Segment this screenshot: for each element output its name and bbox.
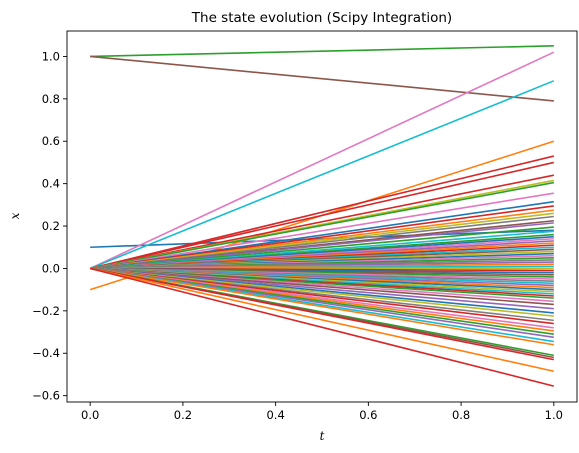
x-tick-label: 0.2 [174, 408, 192, 422]
y-axis-label: x [8, 212, 22, 219]
plot-frame [66, 30, 578, 403]
y-tick-label: 1.0 [42, 49, 60, 63]
x-axis-label: t [320, 429, 325, 443]
x-tick-label: 1.0 [545, 408, 563, 422]
series-line-2 [90, 45, 554, 58]
series-line-68 [90, 267, 554, 373]
series-line-11 [90, 192, 554, 270]
series-line-67 [90, 267, 554, 361]
series-line-10 [90, 181, 554, 270]
y-tick-label: 0.2 [42, 219, 60, 233]
x-tick-label: 0.4 [266, 408, 284, 422]
y-tick-label: 0.0 [42, 261, 60, 275]
x-tick-label: 0.6 [359, 408, 377, 422]
y-tick-label: 0.8 [42, 92, 60, 106]
series-line-69 [89, 267, 555, 387]
series-line-5 [89, 80, 555, 270]
series-line-4 [89, 51, 555, 270]
series-layer [89, 45, 555, 387]
series-line-8 [90, 174, 554, 270]
series-line-64 [90, 267, 554, 346]
y-tick-label: 0.4 [42, 177, 60, 191]
y-tick-label: 0.6 [42, 134, 60, 148]
x-axis-ticks: 0.0 0.2 0.4 0.6 0.8 1.0 [81, 402, 563, 422]
y-tick-label: −0.4 [32, 346, 60, 360]
y-axis-ticks: −0.6 −0.4 −0.2 0.0 0.2 0.4 0.6 0.8 1.0 [32, 49, 67, 403]
series-line-7 [90, 161, 554, 270]
x-tick-label: 0.0 [81, 408, 99, 422]
x-tick-label: 0.8 [452, 408, 470, 422]
y-tick-label: −0.6 [32, 389, 60, 403]
y-tick-label: −0.2 [32, 304, 60, 318]
series-line-3 [90, 55, 554, 102]
series-line-6 [89, 155, 555, 270]
chart-title: The state evolution (Scipy Integration) [191, 10, 452, 26]
